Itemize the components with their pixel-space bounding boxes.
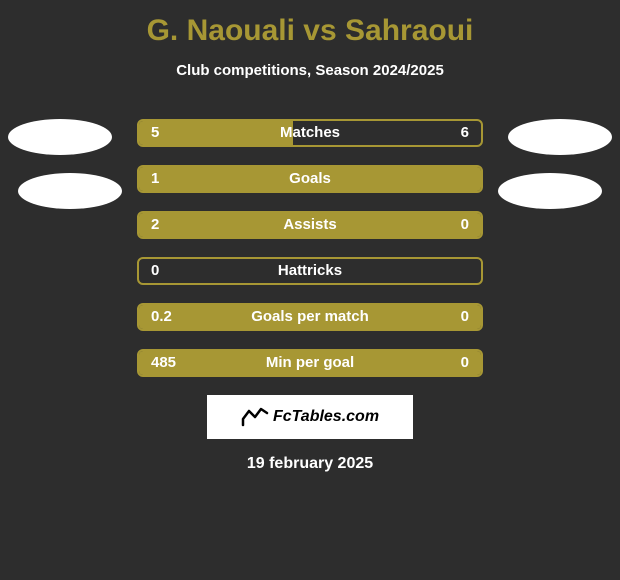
stat-bars: 5Matches61Goals2Assists00Hattricks0.2Goa… — [137, 119, 483, 377]
stat-row: 0Hattricks — [137, 257, 483, 285]
stat-label: Min per goal — [139, 351, 481, 375]
fctables-chart-icon — [241, 407, 269, 427]
stat-value-right: 0 — [461, 213, 469, 237]
player1-avatar-1 — [8, 119, 112, 155]
stat-label: Goals per match — [139, 305, 481, 329]
stat-row: 485Min per goal0 — [137, 349, 483, 377]
title-player2: Sahraoui — [345, 14, 473, 47]
stat-label: Matches — [139, 121, 481, 145]
stat-label: Goals — [139, 167, 481, 191]
stat-row: 0.2Goals per match0 — [137, 303, 483, 331]
stat-row: 1Goals — [137, 165, 483, 193]
fctables-logo-text: FcTables.com — [273, 408, 379, 426]
stat-row: 5Matches6 — [137, 119, 483, 147]
page-title: G. Naouali vs Sahraoui — [0, 0, 620, 48]
date-text: 19 february 2025 — [0, 455, 620, 473]
stat-label: Assists — [139, 213, 481, 237]
fctables-logo-badge: FcTables.com — [207, 395, 413, 439]
player2-avatar-1 — [508, 119, 612, 155]
title-vs: vs — [303, 14, 336, 47]
comparison-area: 5Matches61Goals2Assists00Hattricks0.2Goa… — [0, 119, 620, 377]
stat-value-right: 0 — [461, 351, 469, 375]
stat-value-right: 0 — [461, 305, 469, 329]
player1-avatar-2 — [18, 173, 122, 209]
stat-row: 2Assists0 — [137, 211, 483, 239]
stat-label: Hattricks — [139, 259, 481, 283]
title-player1: G. Naouali — [147, 14, 295, 47]
subtitle: Club competitions, Season 2024/2025 — [0, 62, 620, 79]
player2-avatar-2 — [498, 173, 602, 209]
stat-value-right: 6 — [461, 121, 469, 145]
